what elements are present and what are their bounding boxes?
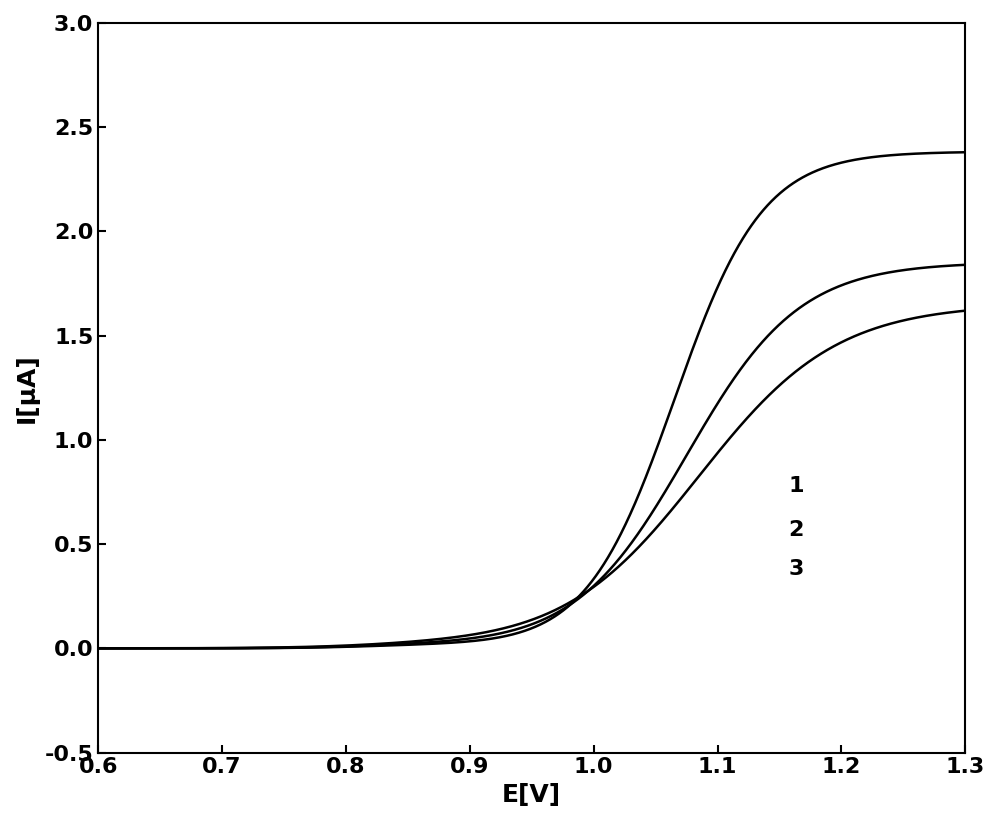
Text: 2: 2	[788, 520, 804, 539]
Text: 3: 3	[788, 559, 804, 580]
Text: 1: 1	[788, 476, 804, 496]
Y-axis label: I[μA]: I[μA]	[15, 353, 39, 423]
X-axis label: E[V]: E[V]	[502, 783, 561, 807]
